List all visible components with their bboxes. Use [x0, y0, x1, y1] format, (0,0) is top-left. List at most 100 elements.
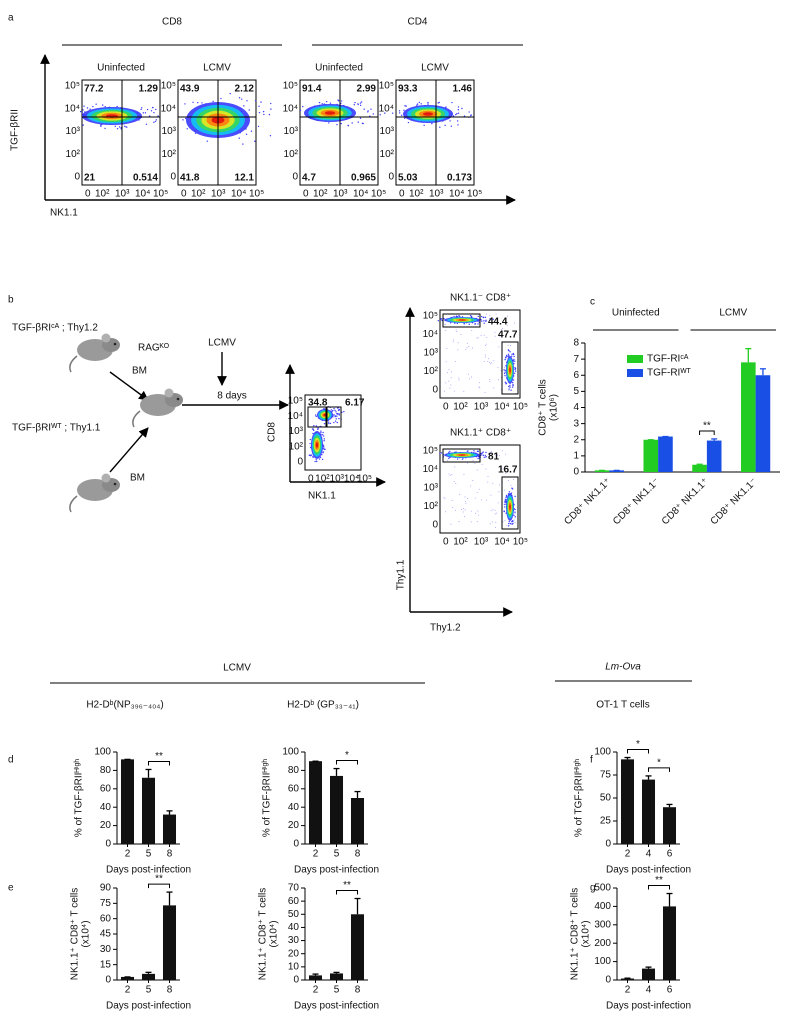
event-dot	[489, 379, 491, 381]
event-dot	[427, 101, 429, 104]
gate-value: 34.8	[308, 398, 328, 409]
event-dot	[477, 457, 479, 460]
gate-value: 44.4	[488, 317, 508, 328]
event-dot	[404, 105, 406, 107]
event-dot	[507, 353, 510, 356]
legend-swatch	[627, 369, 643, 377]
event-dot	[444, 498, 446, 500]
event-dot	[354, 101, 356, 104]
event-dot	[431, 122, 433, 125]
event-dot	[474, 497, 476, 499]
event-dot	[504, 366, 506, 368]
event-dot	[511, 386, 514, 388]
y-tick-label: 40	[288, 802, 300, 813]
y-tick-label: 45	[100, 929, 112, 940]
x-axis-label: Days post-infection	[294, 1001, 379, 1012]
event-dot	[510, 389, 512, 391]
event-dot	[487, 358, 489, 360]
event-dot	[416, 103, 419, 105]
event-dot	[370, 108, 372, 110]
y-tick-label: 60	[288, 896, 300, 907]
event-dot	[463, 390, 465, 392]
quadrant-value: 1.29	[139, 84, 159, 95]
event-dot	[446, 347, 448, 349]
event-dot	[510, 344, 512, 346]
bar	[350, 798, 365, 844]
y-tick-label: 25	[600, 816, 612, 827]
y-tick-label: 50	[288, 909, 300, 920]
event-dot	[314, 460, 316, 463]
flow-x-tick-label: 10²	[313, 189, 328, 200]
event-dot	[453, 315, 455, 318]
x-tick-label: 8	[167, 849, 173, 860]
event-dot	[437, 319, 439, 322]
event-dot	[477, 510, 479, 512]
event-dot	[384, 112, 386, 114]
legend-label: TGF-RIᵂᵀ	[647, 368, 692, 379]
event-dot	[502, 328, 504, 330]
event-dot	[334, 409, 336, 412]
x-tick-label: 2	[125, 849, 131, 860]
event-dot	[320, 430, 322, 432]
flow-x-tick-label: 0	[399, 189, 405, 200]
event-dot	[477, 337, 479, 339]
event-dot	[503, 489, 505, 491]
event-dot	[495, 313, 497, 315]
x-axis-label: Days post-infection	[606, 1001, 691, 1012]
event-dot	[508, 388, 510, 390]
event-dot	[403, 109, 405, 112]
event-dot	[141, 107, 143, 109]
event-dot	[321, 454, 323, 456]
event-dot	[487, 481, 489, 483]
density-contour	[509, 504, 511, 510]
mouse-tail	[132, 410, 141, 428]
significance-bracket	[648, 767, 670, 772]
event-dot	[334, 415, 337, 417]
event-dot	[492, 482, 494, 484]
event-dot	[260, 101, 262, 103]
flow-y-tick-label: 10⁴	[379, 103, 394, 114]
event-dot	[511, 353, 513, 355]
plot-frame	[81, 79, 161, 186]
event-dot	[505, 500, 507, 503]
event-dot	[507, 349, 510, 352]
event-dot	[450, 371, 452, 373]
event-dot	[483, 334, 485, 336]
flow-y-tick-label: 10⁵	[423, 446, 438, 457]
bar	[706, 440, 722, 472]
event-dot	[485, 343, 487, 345]
significance-bracket	[699, 430, 715, 435]
donor-label: TGF-βRIᵂᵀ ; Thy1.1	[12, 423, 101, 434]
event-dot	[451, 101, 453, 104]
event-dot	[144, 112, 147, 114]
x-axis-label: Days post-infection	[106, 1001, 191, 1012]
gate-value: 47.7	[498, 330, 518, 341]
event-dot	[497, 366, 499, 368]
donor-label: TGF-βRIᶜᴬ ; Thy1.2	[12, 323, 98, 334]
quadrant-value: 0.173	[447, 173, 472, 184]
flow-x-tick-label: 10⁵	[513, 402, 528, 413]
event-dot	[499, 335, 501, 337]
event-dot	[254, 100, 257, 102]
bar	[120, 759, 135, 844]
y-axis-label: % of TGF-βRIIᴴⁱᵍʰ	[74, 759, 85, 837]
y-tick-label: 500	[594, 883, 611, 894]
event-dot	[495, 521, 497, 523]
quadrant-value: 12.1	[235, 173, 255, 184]
event-dot	[322, 431, 324, 434]
event-dot	[145, 123, 148, 125]
event-dot	[438, 101, 440, 104]
bar	[141, 973, 156, 980]
event-dot	[458, 377, 460, 379]
event-dot	[468, 373, 470, 375]
flow-y-tick-label: 10²	[424, 366, 439, 377]
y-tick-label: 15	[100, 959, 112, 970]
event-dot	[504, 369, 506, 372]
quadrant-value: 91.4	[302, 84, 322, 95]
event-dot	[491, 362, 493, 364]
event-dot	[449, 120, 451, 122]
event-dot	[150, 110, 153, 112]
gate	[326, 406, 342, 428]
event-dot	[476, 521, 478, 523]
y-axis-label: % of TGF-βRIIᴴⁱᵍʰ	[262, 759, 273, 837]
